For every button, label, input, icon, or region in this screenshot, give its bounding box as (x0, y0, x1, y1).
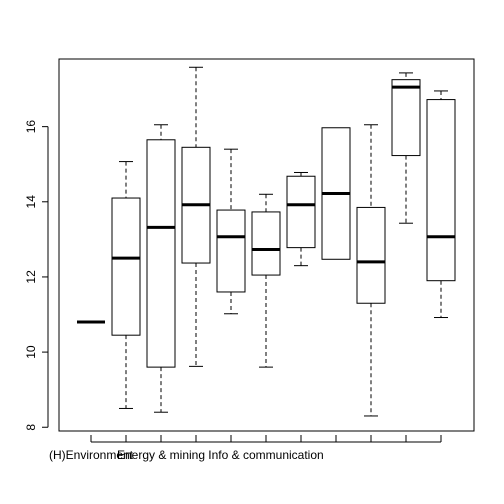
x-tick-label: (H)Environment (49, 448, 134, 462)
box-8 (321, 127, 351, 260)
iqr-box (391, 79, 421, 157)
box-3 (146, 124, 176, 413)
box-5 (216, 148, 246, 315)
iqr-box (251, 211, 281, 276)
box-7 (286, 171, 316, 267)
y-tick-label: 16 (24, 120, 38, 134)
x-tick-label: Info & communication (208, 448, 323, 462)
box-4 (181, 66, 211, 367)
iqr-box (356, 206, 386, 304)
y-tick-label: 12 (24, 270, 38, 284)
y-axis: 8 10 12 14 16 (24, 120, 49, 431)
x-tick-label: Energy & mining (117, 448, 205, 462)
box-9 (356, 124, 386, 417)
box-2 (111, 161, 141, 409)
box-11 (426, 90, 456, 319)
iqr-box (286, 175, 316, 249)
box-10 (391, 72, 421, 224)
plot-frame (58, 58, 475, 432)
iqr-box (216, 209, 246, 293)
y-tick-label: 8 (24, 424, 38, 431)
iqr-box (146, 139, 176, 368)
box-6 (251, 193, 281, 368)
y-tick-label: 14 (24, 195, 38, 209)
boxes-group (77, 66, 456, 417)
iqr-box (111, 197, 141, 336)
y-tick-label: 10 (24, 345, 38, 359)
iqr-box (426, 99, 456, 282)
